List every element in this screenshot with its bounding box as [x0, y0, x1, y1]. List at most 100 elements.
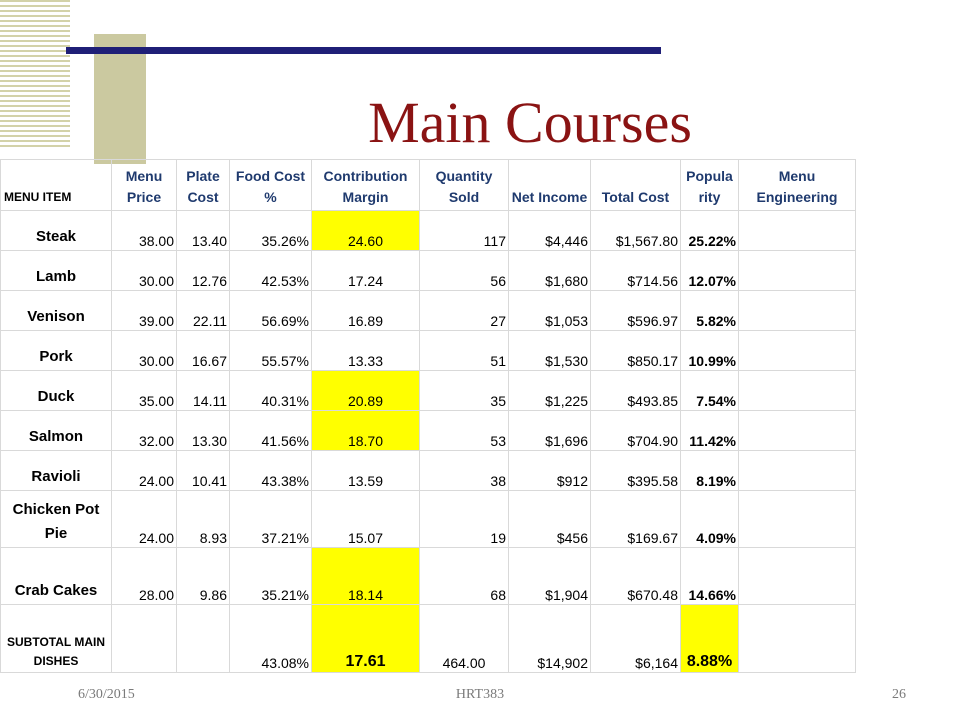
total-cost-cell: $169.67 [590, 490, 681, 548]
menu-price-cell: 39.00 [111, 290, 177, 331]
net-income-cell: $1,225 [508, 370, 591, 411]
slide-title: Main Courses [368, 90, 692, 155]
menu-engineering-cell [738, 370, 856, 411]
popularity-cell: 8.88% [680, 604, 739, 673]
contribution-margin-cell: 16.89 [311, 290, 420, 331]
table-row: Lamb 30.00 12.76 42.53% 17.24 56 $1,680 $714.56… [0, 250, 856, 291]
food-cost-pct-cell: 35.26% [229, 210, 312, 251]
menu-engineering-cell [738, 250, 856, 291]
net-income-cell: $1,680 [508, 250, 591, 291]
item-name-cell: Crab Cakes [0, 547, 112, 605]
item-name-cell: Ravioli [0, 450, 112, 491]
quantity-sold-cell: 68 [419, 547, 509, 605]
popularity-cell: 14.66% [680, 547, 739, 605]
contribution-margin-cell: 15.07 [311, 490, 420, 548]
contribution-margin-cell: 17.24 [311, 250, 420, 291]
item-name-cell: Duck [0, 370, 112, 411]
quantity-sold-cell: 38 [419, 450, 509, 491]
net-income-cell: $14,902 [508, 604, 591, 673]
plate-cost-cell: 12.76 [176, 250, 230, 291]
footer-page-number: 26 [892, 687, 906, 702]
food-cost-pct-cell: 42.53% [229, 250, 312, 291]
total-cost-cell: $714.56 [590, 250, 681, 291]
item-name-cell: SUBTOTAL MAIN DISHES [0, 604, 112, 673]
contribution-margin-cell: 13.33 [311, 330, 420, 371]
popularity-cell: 4.09% [680, 490, 739, 548]
item-name-cell: Pork [0, 330, 112, 371]
table-row: Pork 30.00 16.67 55.57% 13.33 51 $1,530 $850.17… [0, 330, 856, 371]
contribution-margin-cell: 18.70 [311, 410, 420, 451]
contribution-margin-cell: 24.60 [311, 210, 420, 251]
net-income-cell: $1,053 [508, 290, 591, 331]
net-income-cell: $1,530 [508, 330, 591, 371]
header-popularity: Popula rity [680, 159, 739, 211]
popularity-cell: 25.22% [680, 210, 739, 251]
menu-price-cell: 38.00 [111, 210, 177, 251]
contribution-margin-cell: 20.89 [311, 370, 420, 411]
plate-cost-cell: 8.93 [176, 490, 230, 548]
quantity-sold-cell: 117 [419, 210, 509, 251]
food-cost-pct-cell: 43.38% [229, 450, 312, 491]
menu-price-cell: 24.00 [111, 490, 177, 548]
header-menu-price: Menu Price [111, 159, 177, 211]
menu-engineering-table: MENU ITEM Menu Price Plate Cost Food Cos… [0, 159, 856, 673]
total-cost-cell: $493.85 [590, 370, 681, 411]
plate-cost-cell: 14.11 [176, 370, 230, 411]
header-quantity-sold: Quantity Sold [419, 159, 509, 211]
header-total-cost: Total Cost [590, 159, 681, 211]
menu-engineering-cell [738, 547, 856, 605]
net-income-cell: $1,696 [508, 410, 591, 451]
menu-price-cell: 30.00 [111, 250, 177, 291]
popularity-cell: 11.42% [680, 410, 739, 451]
quantity-sold-cell: 27 [419, 290, 509, 331]
popularity-cell: 10.99% [680, 330, 739, 371]
menu-engineering-cell [738, 410, 856, 451]
table-row: Salmon 32.00 13.30 41.56% 18.70 53 $1,696 $704.… [0, 410, 856, 451]
item-name-cell: Chicken Pot Pie [0, 490, 112, 548]
item-name-cell: Venison [0, 290, 112, 331]
net-income-cell: $1,904 [508, 547, 591, 605]
menu-engineering-cell [738, 330, 856, 371]
quantity-sold-cell: 51 [419, 330, 509, 371]
menu-engineering-cell [738, 604, 856, 673]
contribution-margin-cell: 13.59 [311, 450, 420, 491]
popularity-cell: 5.82% [680, 290, 739, 331]
menu-price-cell: 32.00 [111, 410, 177, 451]
quantity-sold-cell: 53 [419, 410, 509, 451]
table-body: Steak 38.00 13.40 35.26% 24.60 117 $4,446 $1,56… [0, 210, 856, 673]
menu-engineering-cell [738, 210, 856, 251]
quantity-sold-cell: 464.00 [419, 604, 509, 673]
item-name-cell: Lamb [0, 250, 112, 291]
plate-cost-cell: 16.67 [176, 330, 230, 371]
menu-engineering-cell [738, 450, 856, 491]
total-cost-cell: $704.90 [590, 410, 681, 451]
net-income-cell: $4,446 [508, 210, 591, 251]
header-food-cost-pct: Food Cost % [229, 159, 312, 211]
plate-cost-cell [176, 604, 230, 673]
food-cost-pct-cell: 41.56% [229, 410, 312, 451]
total-cost-cell: $1,567.80 [590, 210, 681, 251]
plate-cost-cell: 9.86 [176, 547, 230, 605]
menu-price-cell: 24.00 [111, 450, 177, 491]
quantity-sold-cell: 56 [419, 250, 509, 291]
plate-cost-cell: 22.11 [176, 290, 230, 331]
popularity-cell: 7.54% [680, 370, 739, 411]
footer-date: 6/30/2015 [78, 687, 135, 702]
subtotal-row: SUBTOTAL MAIN DISHES 43.08% 17.61 464.00 $14… [0, 604, 856, 673]
contribution-margin-cell: 17.61 [311, 604, 420, 673]
total-cost-cell: $596.97 [590, 290, 681, 331]
plate-cost-cell: 13.30 [176, 410, 230, 451]
net-income-cell: $456 [508, 490, 591, 548]
plate-cost-cell: 13.40 [176, 210, 230, 251]
table-row: Ravioli 24.00 10.41 43.38% 13.59 38 $912 $395.5… [0, 450, 856, 491]
plate-cost-cell: 10.41 [176, 450, 230, 491]
table-header-row: MENU ITEM Menu Price Plate Cost Food Cos… [0, 159, 856, 211]
net-income-cell: $912 [508, 450, 591, 491]
food-cost-pct-cell: 43.08% [229, 604, 312, 673]
header-menu-item: MENU ITEM [0, 159, 112, 211]
menu-engineering-cell [738, 290, 856, 331]
food-cost-pct-cell: 40.31% [229, 370, 312, 411]
food-cost-pct-cell: 56.69% [229, 290, 312, 331]
table-row: Venison 39.00 22.11 56.69% 16.89 27 $1,053 $596… [0, 290, 856, 331]
popularity-cell: 12.07% [680, 250, 739, 291]
